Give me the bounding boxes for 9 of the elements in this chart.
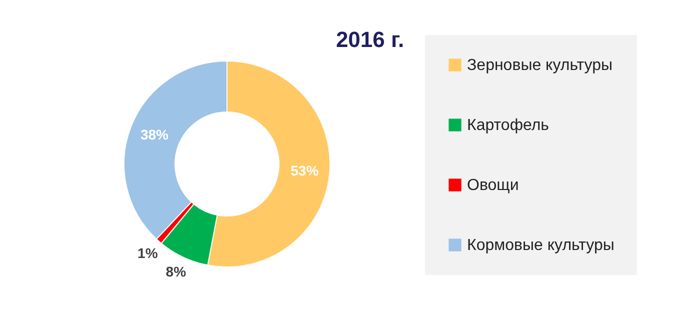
legend-label: Зерновые культуры (467, 57, 613, 74)
data-label: 38% (140, 126, 170, 142)
legend-label: Кормовые культуры (467, 237, 614, 254)
data-label: 1% (138, 245, 158, 262)
data-label: 53% (290, 162, 320, 178)
legend-label: Картофель (467, 117, 550, 134)
chart-title: 2016 г. (336, 27, 404, 52)
data-label: 8% (166, 264, 187, 280)
legend-label: Овощи (467, 177, 519, 194)
